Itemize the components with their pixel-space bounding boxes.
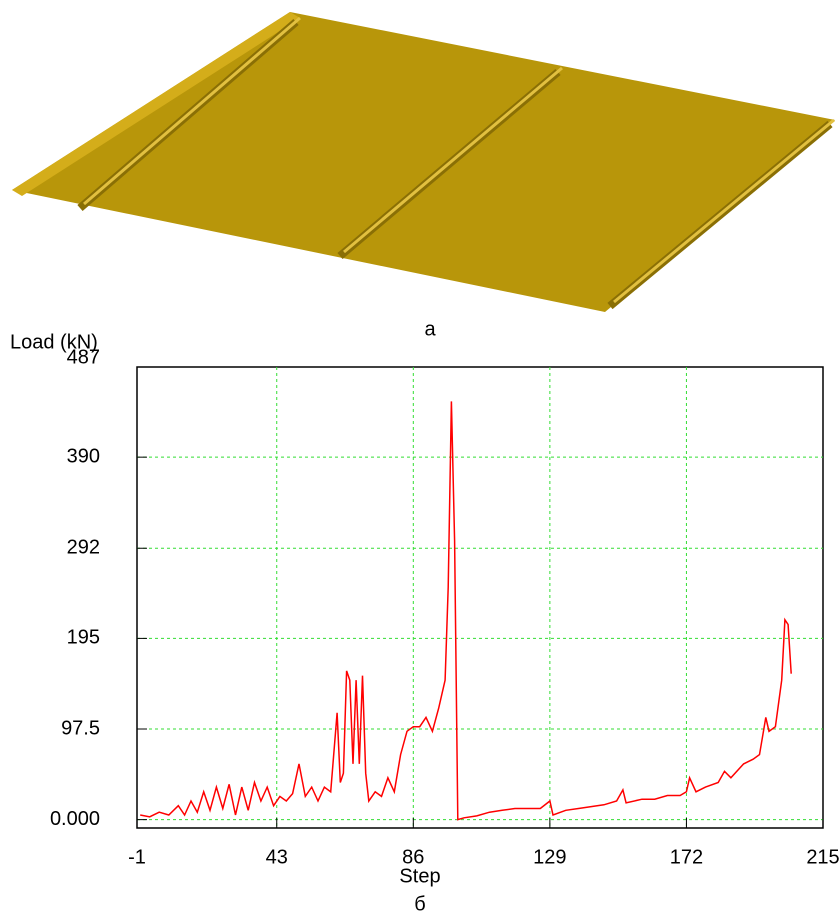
y-tick-label: 195 xyxy=(67,627,100,649)
x-tick-label: 129 xyxy=(533,846,566,868)
x-tick-label: -1 xyxy=(128,846,146,868)
x-axis-label: Step xyxy=(399,865,440,887)
y-tick-label: 0.000 xyxy=(50,808,100,830)
y-tick-label: 390 xyxy=(67,445,100,467)
figure: a Load (kN) Step б 0.00097.5195292390487… xyxy=(0,0,840,918)
caption: a xyxy=(424,318,436,340)
y-tick-label: 487 xyxy=(67,346,100,368)
panel-render xyxy=(12,12,835,312)
page: a Load (kN) Step б 0.00097.5195292390487… xyxy=(0,0,840,923)
x-tick-label: 172 xyxy=(670,846,703,868)
x-tick-label: 215 xyxy=(806,846,839,868)
data-line xyxy=(140,401,791,819)
y-tick-label: 97.5 xyxy=(61,717,100,739)
y-tick-label: 292 xyxy=(67,537,100,559)
x-tick-label: 86 xyxy=(402,846,424,868)
x-tick-label: 43 xyxy=(266,846,288,868)
caption: б xyxy=(414,893,425,915)
plot-frame xyxy=(137,367,823,828)
